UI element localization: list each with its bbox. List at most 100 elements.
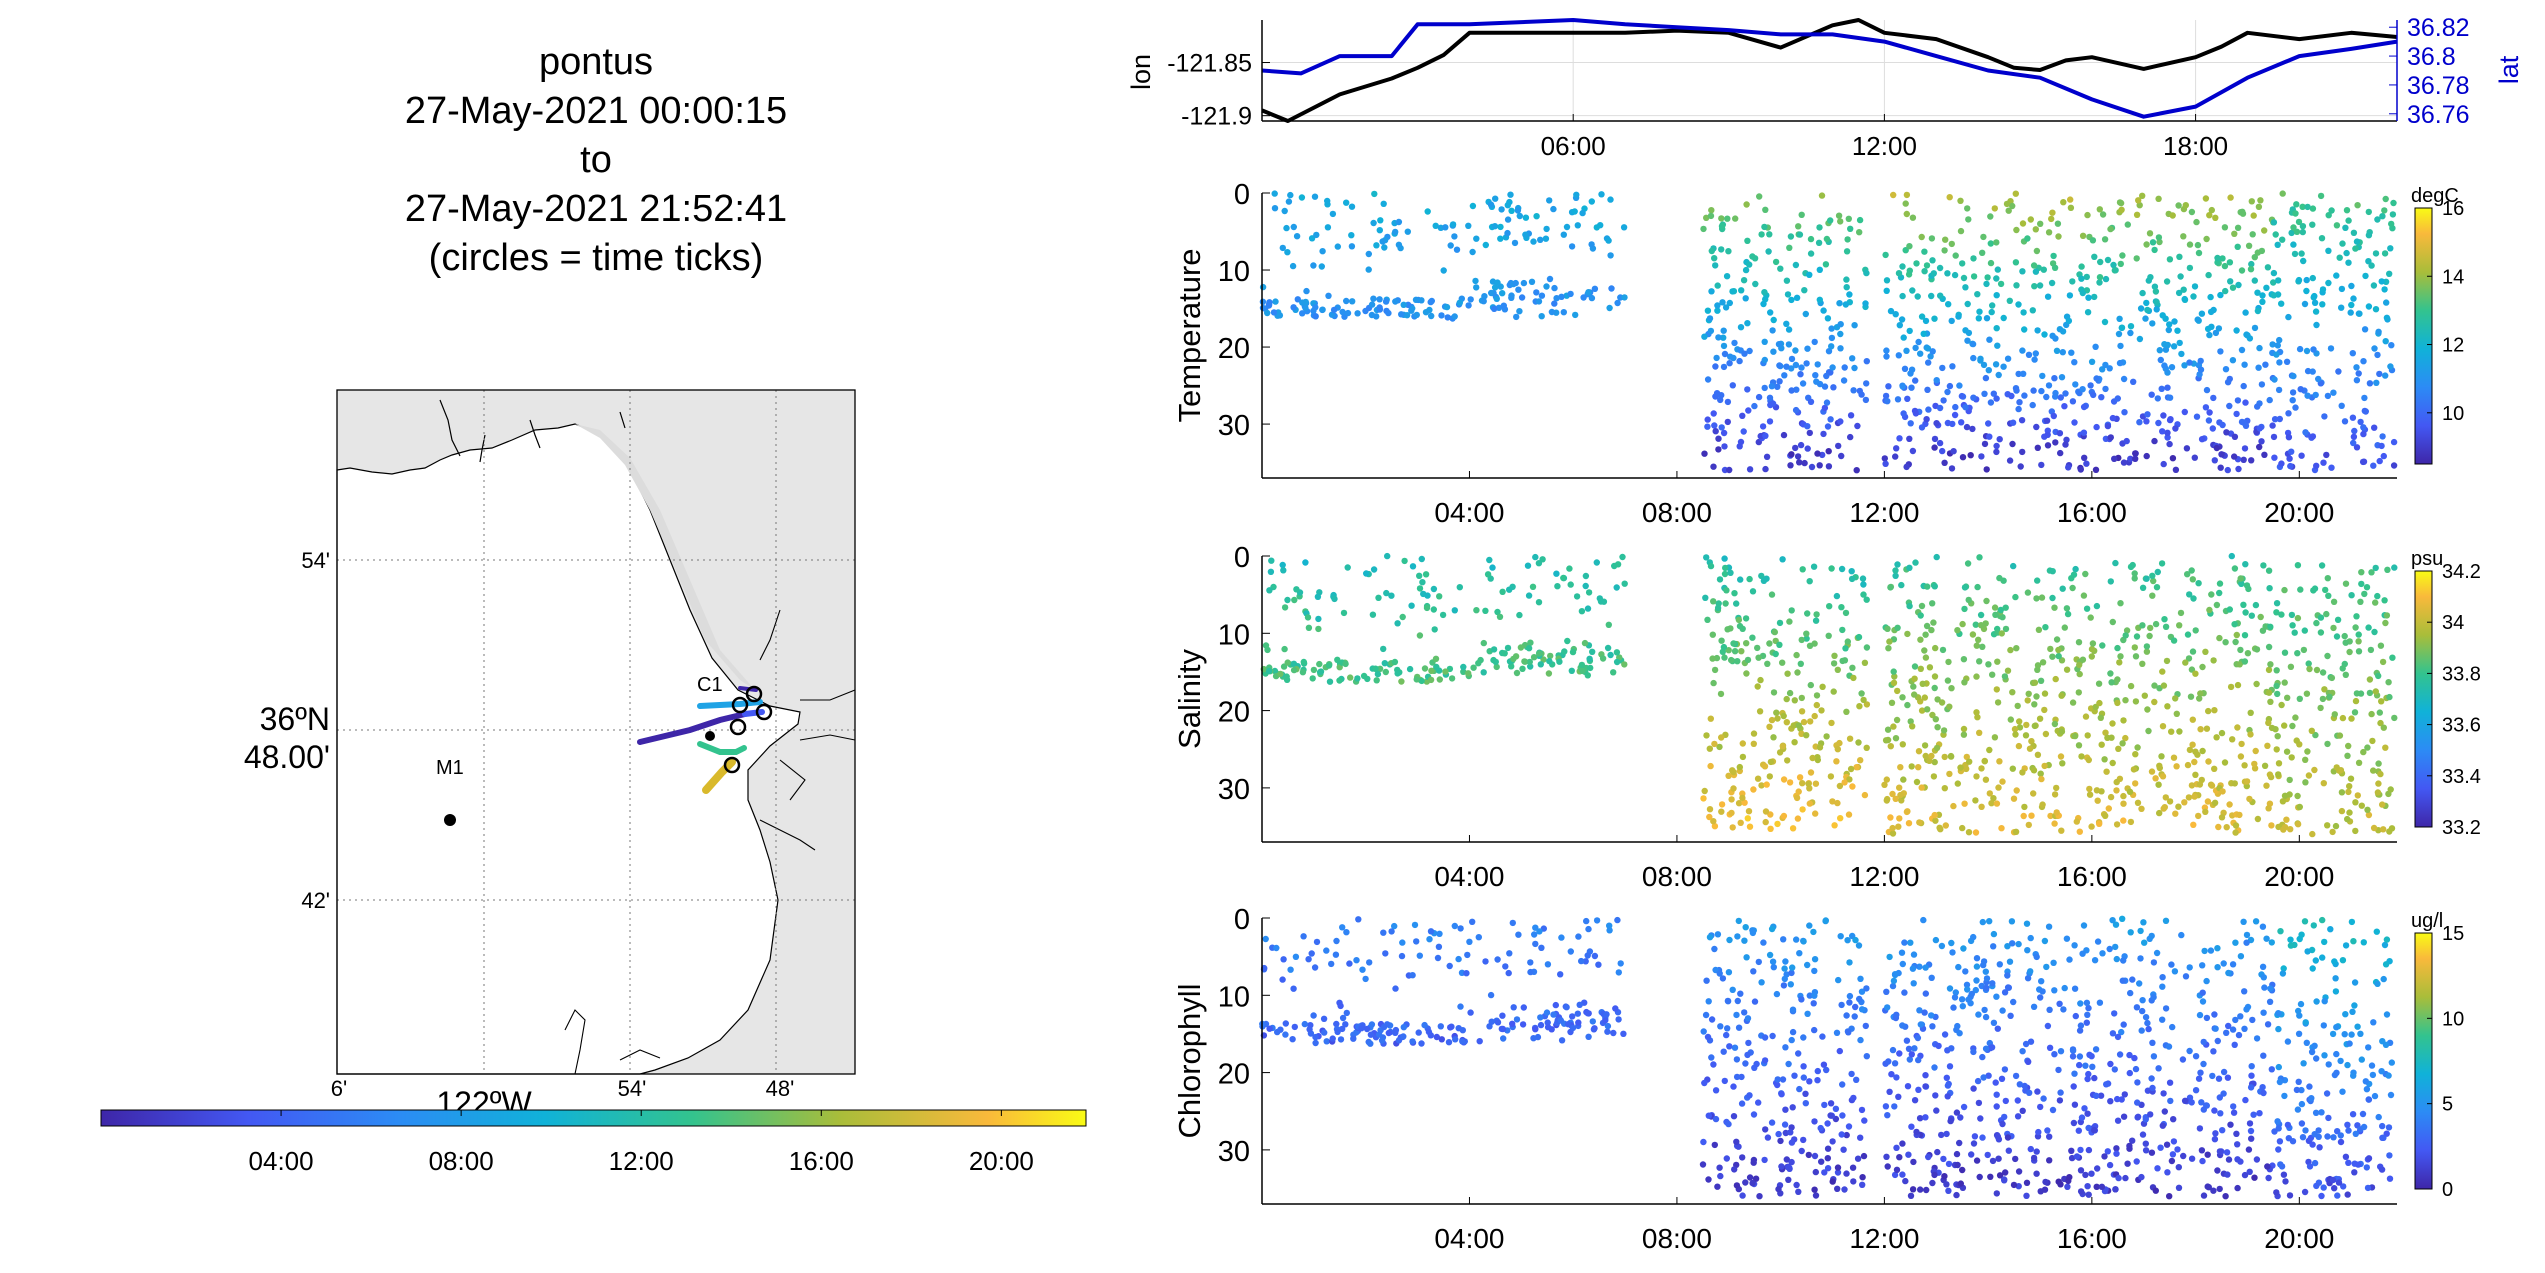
chlorophyll-point bbox=[2085, 1004, 2092, 1012]
salinity-point bbox=[1710, 818, 1717, 825]
temperature-point bbox=[2270, 219, 2278, 226]
temperature-point bbox=[1825, 448, 1832, 455]
temperature-point bbox=[2102, 361, 2109, 369]
salinity-point bbox=[2253, 646, 2261, 653]
chlorophyll-point bbox=[1990, 1019, 1998, 1026]
temperature-point bbox=[1746, 261, 1753, 268]
chlorophyll-point bbox=[1891, 1103, 1898, 1110]
temperature-point bbox=[2378, 278, 2385, 285]
temperature-point bbox=[1542, 235, 1550, 242]
temperature-point bbox=[2243, 331, 2250, 338]
salinity-point bbox=[1494, 608, 1501, 616]
chlorophyll-point bbox=[2297, 1000, 2305, 1008]
chlorophyll-point bbox=[2311, 1159, 2319, 1167]
chlorophyll-point bbox=[1738, 1073, 1745, 1081]
salinity-point bbox=[2380, 724, 2387, 731]
temperature-point bbox=[1299, 310, 1306, 317]
chlorophyll-point bbox=[2321, 998, 2328, 1005]
salinity-point bbox=[1910, 683, 1917, 690]
temperature-point bbox=[1765, 248, 1772, 255]
chlorophyll-point bbox=[1749, 1179, 1756, 1187]
temperature-point bbox=[1992, 361, 2000, 368]
salinity-point bbox=[2049, 568, 2056, 575]
chlorophyll-point bbox=[1567, 948, 1575, 955]
salinity-point bbox=[2002, 604, 2009, 611]
salinity-point bbox=[1960, 725, 1968, 733]
temperature-point bbox=[1726, 299, 1734, 307]
chlorophyll-point bbox=[1463, 970, 1470, 977]
salinity-point bbox=[2196, 695, 2203, 702]
temperature-point bbox=[2288, 448, 2295, 455]
salinity-point bbox=[1486, 556, 1493, 564]
salinity-point bbox=[2358, 580, 2365, 588]
salinity-point bbox=[2374, 789, 2382, 796]
chlorophyll-point bbox=[1886, 1088, 1893, 1096]
temperature-point bbox=[1381, 244, 1388, 251]
chlorophyll-point bbox=[1932, 1092, 1939, 1099]
temperature-point bbox=[1427, 298, 1434, 306]
temperature-point bbox=[2383, 314, 2391, 321]
salinity-point bbox=[2134, 799, 2142, 806]
temperature-point bbox=[2365, 208, 2372, 216]
chlorophyll-point bbox=[1774, 1076, 1781, 1083]
salinity-point bbox=[2103, 768, 2110, 775]
chlorophyll-point bbox=[1742, 924, 1749, 931]
chlorophyll-point bbox=[2113, 1150, 2120, 1157]
salinity-y-tick-label: 30 bbox=[1218, 774, 1250, 806]
temperature-point bbox=[2019, 268, 2026, 275]
salinity-point bbox=[1796, 774, 1804, 781]
salinity-point bbox=[2160, 805, 2167, 812]
salinity-point bbox=[2272, 726, 2279, 733]
chlorophyll-point bbox=[2240, 918, 2247, 925]
temperature-point bbox=[1377, 217, 1384, 224]
salinity-point bbox=[1750, 730, 1758, 737]
salinity-point bbox=[2192, 627, 2199, 634]
temperature-point bbox=[2256, 443, 2263, 451]
salinity-point bbox=[2166, 798, 2174, 805]
chlorophyll-point bbox=[2378, 1166, 2386, 1173]
temperature-point bbox=[2262, 361, 2269, 368]
temperature-point bbox=[2313, 321, 2320, 329]
salinity-point bbox=[2374, 592, 2381, 600]
salinity-point bbox=[2049, 594, 2056, 602]
chlorophyll-point bbox=[1742, 1179, 1749, 1186]
temperature-point bbox=[2071, 419, 2078, 426]
chlorophyll-point bbox=[1328, 960, 1335, 968]
salinity-point bbox=[1556, 658, 1563, 665]
salinity-point bbox=[2023, 721, 2030, 729]
temperature-point bbox=[1929, 257, 1936, 264]
temperature-point bbox=[2052, 439, 2059, 446]
chlorophyll-point bbox=[1811, 1186, 1818, 1193]
salinity-point bbox=[1811, 712, 1818, 720]
temperature-point bbox=[2323, 451, 2330, 459]
salinity-point bbox=[2229, 736, 2236, 743]
chlorophyll-point bbox=[2038, 978, 2045, 985]
temperature-point bbox=[1574, 222, 1582, 229]
chlorophyll-point bbox=[1953, 1109, 1961, 1116]
chlorophyll-point bbox=[1994, 1025, 2002, 1032]
chlorophyll-point bbox=[1858, 1006, 1866, 1013]
salinity-point bbox=[2057, 753, 2065, 760]
temperature-point bbox=[2264, 264, 2272, 271]
temperature-point bbox=[2083, 460, 2090, 467]
salinity-point bbox=[1798, 636, 1805, 644]
chlorophyll-point bbox=[2126, 1142, 2133, 1150]
temperature-point bbox=[1500, 302, 1508, 309]
temperature-colorbar bbox=[2414, 207, 2433, 465]
salinity-point bbox=[2287, 826, 2294, 833]
temperature-point bbox=[1770, 316, 1777, 324]
chlorophyll-point bbox=[1812, 1168, 1820, 1176]
temperature-point bbox=[1901, 365, 1909, 372]
salinity-point bbox=[1418, 555, 1426, 563]
temperature-point bbox=[1715, 446, 1722, 453]
salinity-point bbox=[1921, 647, 1928, 654]
salinity-point bbox=[1284, 659, 1291, 666]
chlorophyll-point bbox=[2186, 1047, 2193, 1055]
chlorophyll-point bbox=[2383, 936, 2391, 943]
chlorophyll-point bbox=[1311, 964, 1319, 971]
salinity-point bbox=[1741, 799, 1748, 806]
temperature-point bbox=[2270, 269, 2278, 277]
chlorophyll-point bbox=[2144, 1019, 2151, 1027]
chlorophyll-point bbox=[2277, 1161, 2284, 1168]
salinity-point bbox=[1749, 588, 1757, 595]
